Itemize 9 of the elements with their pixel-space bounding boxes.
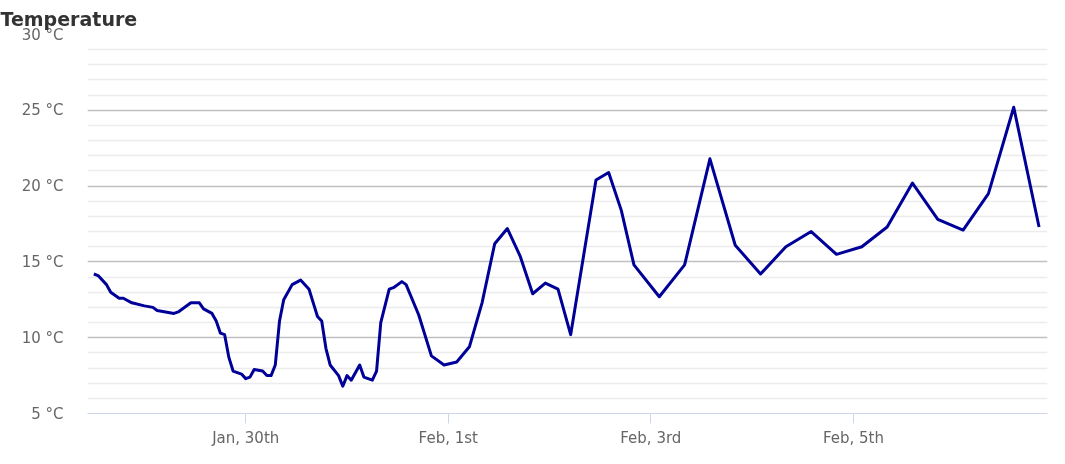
x-tick-label: Jan, 30th [211,428,280,447]
y-tick-label: 25 °C [21,101,64,120]
x-tick-label: Feb, 3rd [620,428,682,447]
y-tick-label: 10 °C [21,328,64,347]
y-tick-label: 5 °C [31,404,64,423]
y-tick-label: 20 °C [21,177,64,196]
x-tick-label: Feb, 1st [418,428,479,447]
y-tick-label: 15 °C [21,252,64,271]
x-tick-label: Feb, 5th [822,428,884,447]
